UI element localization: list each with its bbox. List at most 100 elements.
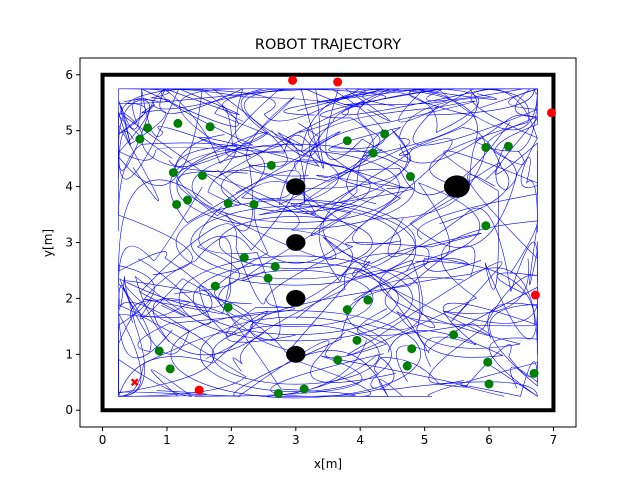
trajectory-loop <box>175 199 416 286</box>
x-tick-label: 4 <box>356 433 364 447</box>
green-point <box>503 141 513 151</box>
trajectory-path <box>118 102 166 145</box>
trajectory-path <box>424 302 538 389</box>
y-tick-label: 3 <box>65 236 73 250</box>
trajectory-path <box>118 265 191 323</box>
green-point <box>223 302 233 312</box>
green-point <box>165 364 175 374</box>
trajectory-loop <box>192 261 399 335</box>
trajectory-path <box>370 174 538 397</box>
trajectory-loop <box>212 324 380 385</box>
trajectory-path <box>293 344 538 397</box>
green-point <box>368 148 378 158</box>
trajectory-path <box>200 171 482 308</box>
trajectory-path <box>428 272 538 384</box>
green-point <box>481 221 491 231</box>
green-point <box>168 168 178 178</box>
green-point <box>405 172 415 182</box>
trajectory-path <box>118 134 414 232</box>
trajectory-path <box>322 188 535 327</box>
green-point <box>183 195 193 205</box>
green-point <box>239 253 249 263</box>
trajectory-loop <box>218 216 373 269</box>
x-tick-label: 5 <box>421 433 429 447</box>
obstacle-marker <box>286 345 306 363</box>
green-point <box>172 199 182 209</box>
green-point <box>299 384 309 394</box>
green-point <box>197 170 207 180</box>
y-tick-label: 2 <box>65 291 73 305</box>
green-point <box>342 305 352 315</box>
x-tick-label: 2 <box>228 433 236 447</box>
green-point <box>449 330 459 340</box>
green-point <box>363 295 373 305</box>
obstacle-marker <box>286 234 306 251</box>
green-point <box>263 273 273 283</box>
trajectory-path <box>118 186 296 352</box>
x-tick-label: 7 <box>550 433 558 447</box>
trajectory-path <box>118 277 231 397</box>
y-tick-label: 1 <box>65 347 73 361</box>
trajectory-loop <box>218 269 374 327</box>
trajectory-loop <box>221 161 371 213</box>
trajectory-path <box>118 170 301 344</box>
red-point <box>530 290 540 300</box>
green-point <box>481 142 491 152</box>
green-point <box>223 198 233 208</box>
trajectory-path <box>118 142 292 276</box>
obstacle-layer <box>286 175 470 363</box>
trajectory-path <box>443 258 538 397</box>
trajectory-loop <box>199 316 392 392</box>
x-tick-label: 0 <box>99 433 107 447</box>
red-point <box>547 108 557 118</box>
trajectory-path <box>325 267 538 359</box>
green-point <box>210 281 220 291</box>
trajectory-path <box>232 253 470 372</box>
obstacle-marker <box>443 175 470 198</box>
trajectory-path <box>233 277 464 397</box>
start-x-marker <box>130 378 139 387</box>
trajectory-path <box>352 182 491 337</box>
green-point <box>173 118 183 128</box>
y-tick-label: 4 <box>65 180 73 194</box>
x-axis-label: x[m] <box>314 457 342 471</box>
trajectory-path <box>199 88 475 206</box>
green-point <box>249 199 259 209</box>
x-tick-label: 1 <box>163 433 171 447</box>
trajectory-path <box>399 114 538 240</box>
trajectory-loop <box>176 143 415 230</box>
green-point <box>270 262 280 272</box>
green-point <box>333 355 343 365</box>
trajectory-path <box>139 223 266 317</box>
trajectory-path <box>118 331 237 397</box>
trajectory-path <box>118 258 268 397</box>
green-point <box>205 122 215 132</box>
trajectory-path <box>249 137 510 351</box>
trajectory-path <box>346 220 538 356</box>
y-tick-label: 6 <box>65 68 73 82</box>
trajectory-path <box>118 265 247 397</box>
trajectory-loop <box>191 150 400 223</box>
trajectory-path <box>296 88 538 232</box>
red-point <box>333 77 343 87</box>
obstacle-marker <box>286 178 306 195</box>
trajectory-path <box>194 355 468 397</box>
green-point <box>402 361 412 371</box>
obstacle-marker <box>286 290 306 307</box>
trajectory-path <box>153 88 309 177</box>
red-point <box>194 385 204 395</box>
trajectory-path <box>140 236 288 354</box>
trajectory-path <box>443 150 538 340</box>
y-axis-ticks: 0 1 2 3 4 5 6 <box>65 68 80 417</box>
marker-layer <box>130 75 557 398</box>
trajectory-path <box>118 280 253 397</box>
green-point <box>529 368 539 378</box>
green-point <box>273 388 283 398</box>
trajectory-layer <box>118 88 538 399</box>
green-point <box>342 136 352 146</box>
green-point <box>380 129 390 139</box>
x-axis-ticks: 0 1 2 3 4 5 6 7 <box>99 427 558 447</box>
green-point <box>407 344 417 354</box>
y-tick-label: 0 <box>65 403 73 417</box>
